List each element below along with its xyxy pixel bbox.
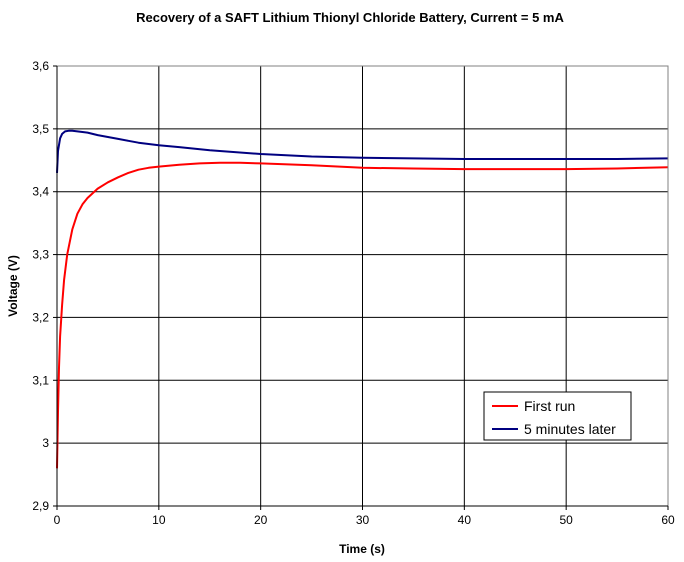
series-layer [56,129,669,469]
x-tick-label: 20 [254,513,268,527]
series-line-5-minutes-later [56,129,669,173]
series-line-first-run [56,161,669,469]
x-tick-label: 10 [152,513,166,527]
y-axis-label: Voltage (V) [6,255,20,317]
y-tick-label: 2,9 [32,499,49,513]
y-tick-label: 3,4 [32,185,49,199]
x-tick-label: 30 [356,513,370,527]
axes [53,65,669,510]
legend-label-5-minutes-later: 5 minutes later [524,421,616,437]
y-tick-label: 3,6 [32,59,49,73]
legend-box [483,391,632,441]
y-tick-label: 3 [42,436,49,450]
x-tick-label: 60 [661,513,675,527]
x-tick-label: 0 [54,513,61,527]
x-tick-label: 50 [559,513,573,527]
x-tick-label: 40 [458,513,472,527]
y-tick-label: 3,3 [32,248,49,262]
tick-labels: 2,9 3 3,1 3,2 3,3 3,4 3,5 3,6 0 10 20 30 40 50 60 [32,59,675,527]
legend-label-first-run: First run [524,398,575,414]
chart-title: Recovery of a SAFT Lithium Thionyl Chlor… [136,10,564,25]
y-tick-label: 3,5 [32,122,49,136]
y-tick-label: 3,1 [32,373,49,387]
x-axis-label: Time (s) [339,542,385,556]
y-tick-label: 3,2 [32,310,49,324]
legend: First run 5 minutes later [483,391,632,441]
